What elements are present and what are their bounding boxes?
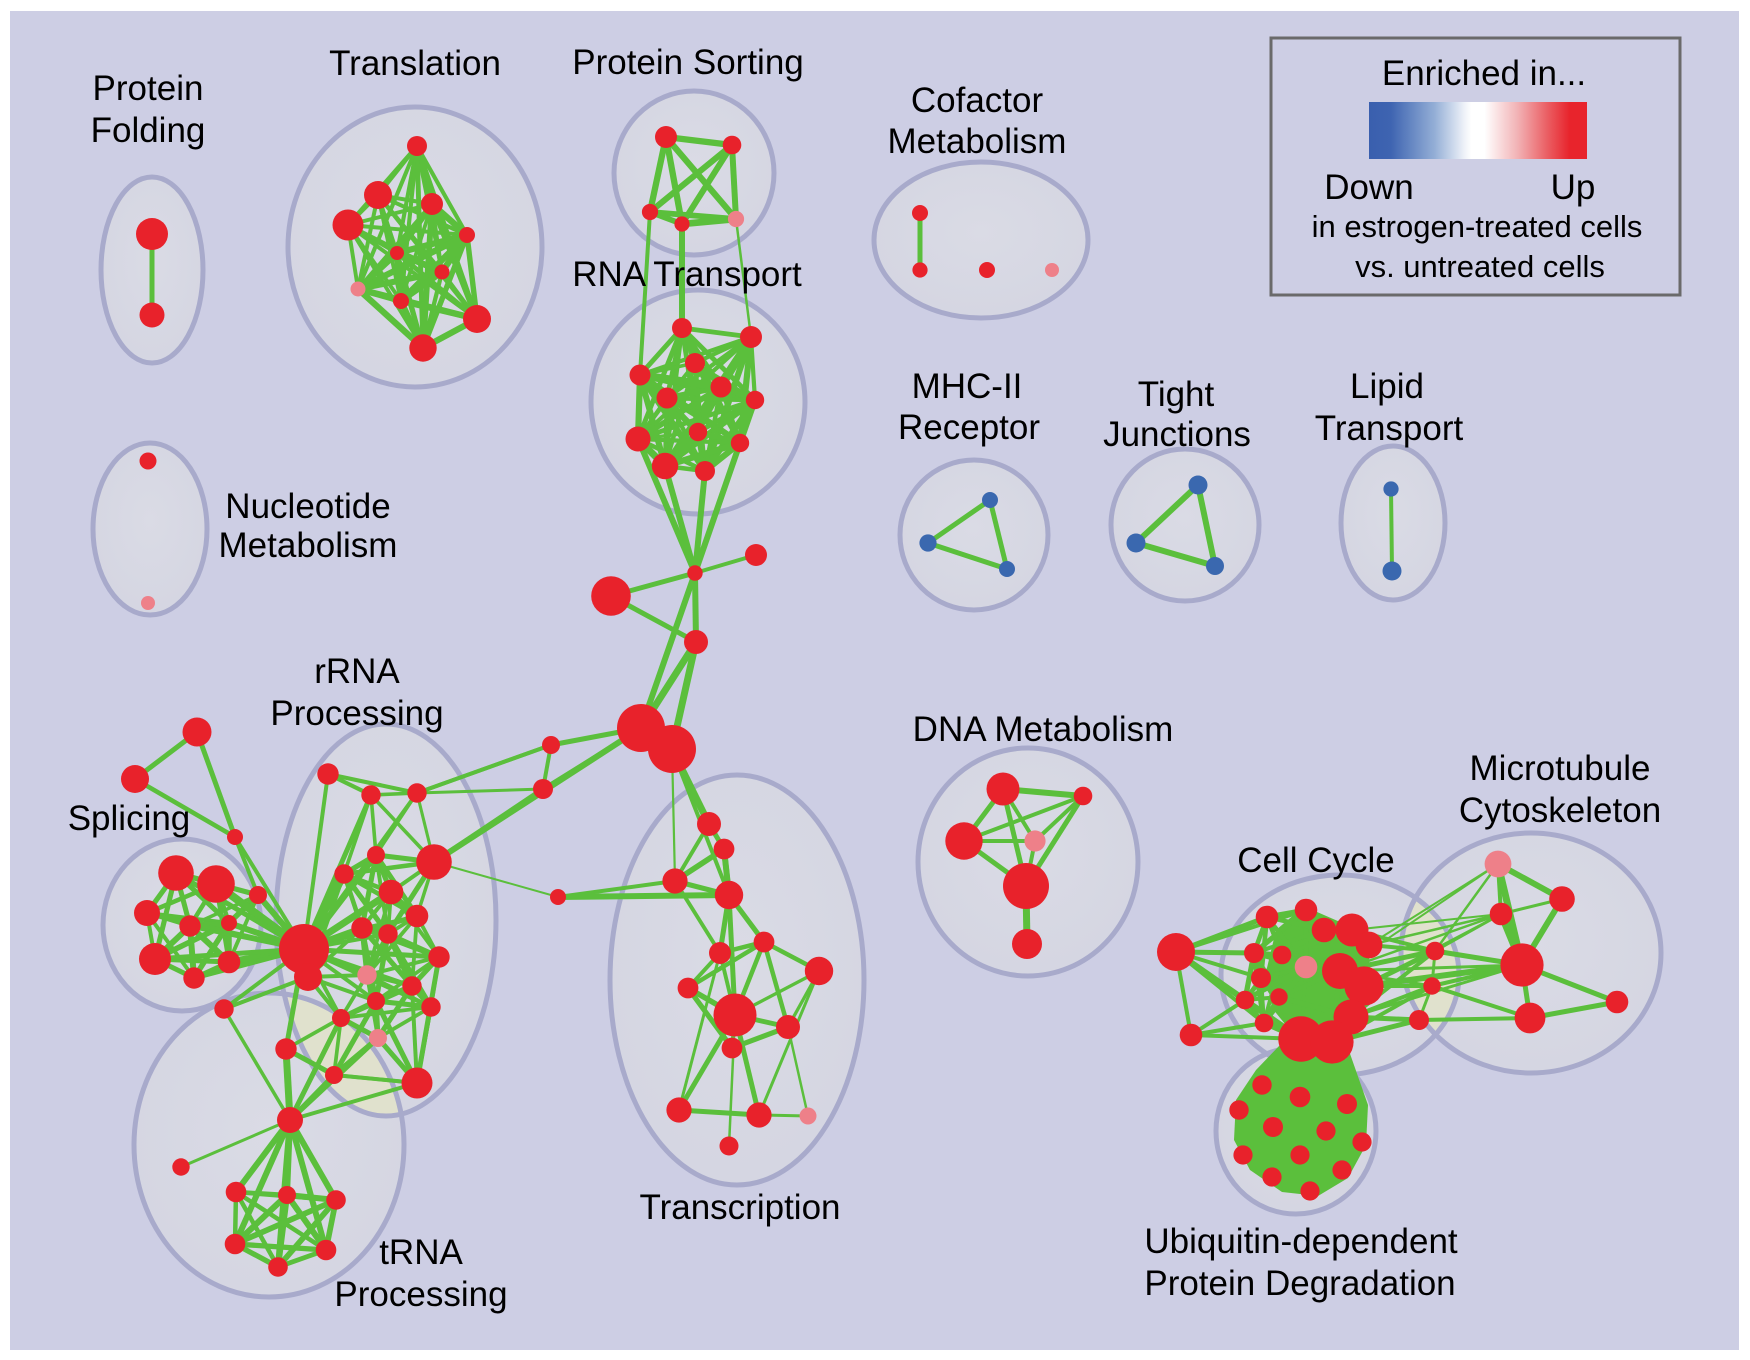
svg-text:Ubiquitin-dependent: Ubiquitin-dependent	[1144, 1222, 1458, 1261]
svg-text:rRNA: rRNA	[314, 652, 400, 691]
svg-text:Protein: Protein	[93, 69, 204, 108]
svg-text:Receptor: Receptor	[898, 408, 1040, 447]
svg-text:Lipid: Lipid	[1350, 367, 1424, 406]
svg-text:DNA Metabolism: DNA Metabolism	[913, 710, 1174, 749]
svg-text:Cytoskeleton: Cytoskeleton	[1459, 791, 1661, 830]
svg-text:tRNA: tRNA	[379, 1233, 463, 1272]
svg-text:Enriched in...: Enriched in...	[1382, 54, 1586, 93]
svg-text:Up: Up	[1551, 168, 1596, 207]
svg-text:Metabolism: Metabolism	[888, 122, 1067, 161]
svg-text:Cell Cycle: Cell Cycle	[1237, 841, 1395, 880]
svg-text:in estrogen-treated cells: in estrogen-treated cells	[1312, 209, 1643, 244]
svg-text:Transcription: Transcription	[640, 1188, 841, 1227]
svg-text:RNA Transport: RNA Transport	[572, 255, 802, 294]
svg-text:Tight: Tight	[1138, 375, 1215, 414]
svg-text:Metabolism: Metabolism	[219, 526, 398, 565]
svg-text:Nucleotide: Nucleotide	[225, 487, 390, 526]
svg-text:MHC-II: MHC-II	[912, 367, 1023, 406]
svg-text:Splicing: Splicing	[68, 799, 191, 838]
svg-text:Microtubule: Microtubule	[1470, 749, 1651, 788]
svg-text:Processing: Processing	[334, 1275, 507, 1314]
svg-text:Folding: Folding	[91, 111, 206, 150]
svg-text:Translation: Translation	[329, 44, 501, 83]
svg-text:Transport: Transport	[1315, 409, 1464, 448]
svg-text:Processing: Processing	[270, 694, 443, 733]
svg-text:Cofactor: Cofactor	[911, 81, 1044, 120]
svg-text:Junctions: Junctions	[1103, 415, 1251, 454]
svg-text:Protein Sorting: Protein Sorting	[572, 43, 804, 82]
svg-text:vs. untreated cells: vs. untreated cells	[1355, 249, 1605, 284]
svg-text:Protein Degradation: Protein Degradation	[1144, 1264, 1455, 1303]
svg-text:Down: Down	[1324, 168, 1413, 207]
